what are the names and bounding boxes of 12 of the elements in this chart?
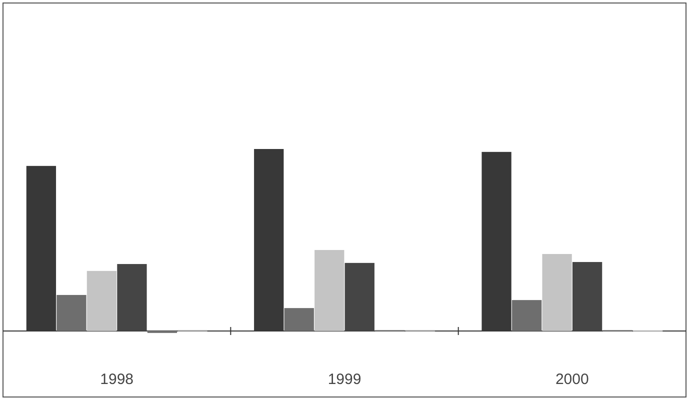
bar bbox=[344, 262, 374, 331]
bar bbox=[512, 300, 542, 331]
bar bbox=[284, 308, 314, 331]
x-tick-label: 1998 bbox=[100, 371, 134, 388]
bar bbox=[314, 250, 344, 331]
bar bbox=[572, 262, 602, 331]
bar bbox=[86, 270, 117, 331]
x-tick-label: 1999 bbox=[328, 371, 362, 388]
bar bbox=[542, 254, 572, 331]
x-tick-label: 2000 bbox=[555, 371, 589, 388]
bar bbox=[117, 264, 147, 331]
bar bbox=[56, 294, 86, 331]
